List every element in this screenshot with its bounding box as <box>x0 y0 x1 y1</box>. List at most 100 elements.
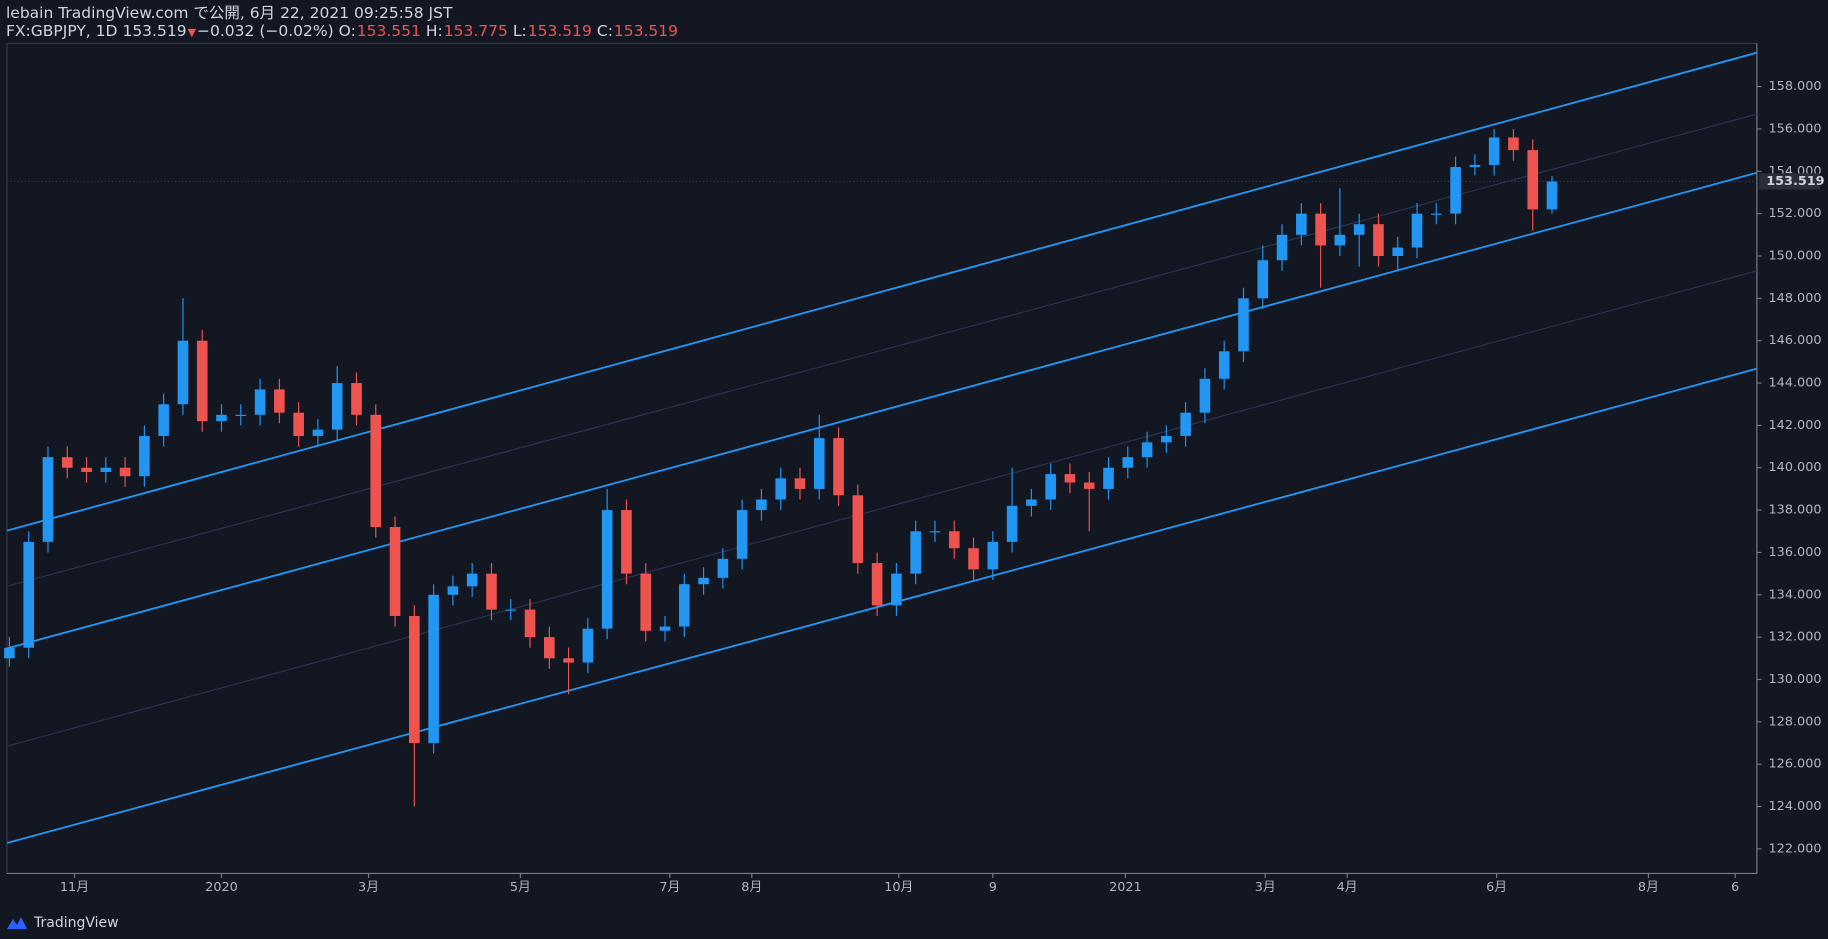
header-line-2: FX:GBPJPY, 1D 153.519▼−0.032 (−0.02%) O:15… <box>6 22 688 42</box>
candle-body <box>1218 351 1230 379</box>
candle-body <box>274 389 285 413</box>
candle-body <box>81 467 92 472</box>
candle-body <box>601 510 613 629</box>
x-tick-label: 2020 <box>205 880 238 895</box>
change: −0.032 (−0.02%) <box>197 22 334 40</box>
candle-body <box>61 457 73 468</box>
y-tick-label: 122.000 <box>1769 841 1822 856</box>
candle-body <box>1141 442 1153 458</box>
x-tick-label: 4月 <box>1337 880 1358 895</box>
candle-body <box>852 495 864 564</box>
candle-body <box>871 563 883 606</box>
y-tick-label: 142.000 <box>1769 418 1822 433</box>
candle-body <box>428 594 439 744</box>
y-tick-label: 146.000 <box>1769 333 1822 348</box>
y-tick-label: 128.000 <box>1769 714 1822 729</box>
candle-body <box>293 412 304 436</box>
candle-body <box>968 548 979 570</box>
candle-body <box>23 541 34 648</box>
candle-body <box>1026 499 1037 506</box>
y-tick-label: 152.000 <box>1769 206 1822 221</box>
candle-body <box>1508 137 1519 151</box>
ohlc-value: 153.551 <box>356 22 421 40</box>
candle-body <box>582 628 594 663</box>
y-tick-label: 150.000 <box>1769 248 1822 263</box>
last-price: 153.519 <box>122 22 187 40</box>
x-tick-label: 2021 <box>1109 880 1142 895</box>
down-arrow: ▼ <box>187 26 197 39</box>
candle-body <box>235 414 247 416</box>
candle-body <box>833 438 844 496</box>
candle-body <box>1527 150 1539 210</box>
candle-body <box>196 340 208 422</box>
candle-body <box>678 584 690 627</box>
candle-body <box>312 429 324 436</box>
y-tick-label: 144.000 <box>1769 376 1822 391</box>
candle-body <box>158 404 169 436</box>
candle-body <box>1276 234 1288 261</box>
x-tick-label: 9 <box>989 880 997 895</box>
candle-body <box>1180 412 1191 436</box>
candle-body <box>948 531 960 549</box>
header-line-1: lebain TradingView.com で公開, 6月 22, 2021 … <box>6 4 457 22</box>
y-tick-label: 158.000 <box>1769 79 1822 94</box>
ohlc-label: L: <box>512 22 527 40</box>
channel-line <box>6 270 1758 747</box>
candle-body <box>1122 457 1134 468</box>
candle-body <box>4 647 15 659</box>
candle-body <box>1161 435 1172 443</box>
candle-body <box>447 586 459 595</box>
candle-body <box>1373 224 1384 256</box>
candle-body <box>409 615 420 744</box>
candle-body <box>813 438 825 489</box>
candle-body <box>1353 224 1365 235</box>
candle-body <box>1238 298 1249 352</box>
candle-body <box>1083 482 1095 489</box>
candle-body <box>929 531 941 533</box>
candle-body <box>1296 213 1307 235</box>
candle-body <box>1546 181 1558 210</box>
candle-body <box>1469 164 1481 168</box>
x-tick-label: 8月 <box>1638 880 1659 895</box>
candle-body <box>177 340 189 405</box>
published: lebain TradingView.com で公開, 6月 22, 2021 … <box>6 4 453 22</box>
candle-body <box>1431 213 1442 215</box>
x-tick-label: 6 <box>1731 880 1739 895</box>
symbol: FX:GBPJPY, 1D <box>6 22 118 40</box>
candle-body <box>389 527 401 616</box>
candle-body <box>1103 467 1114 489</box>
candle-body <box>1450 167 1461 214</box>
channel-line <box>6 171 1758 650</box>
candle-body <box>640 573 652 631</box>
y-tick-label: 148.000 <box>1769 291 1822 306</box>
candle-body <box>756 499 767 511</box>
candle-body <box>1257 260 1269 299</box>
last-price-label: 153.519 <box>1766 174 1824 189</box>
candle-body <box>505 609 517 611</box>
y-tick-label: 156.000 <box>1769 121 1822 136</box>
candle-body <box>370 414 382 528</box>
candle-body <box>119 467 131 477</box>
candle-body <box>139 435 150 477</box>
candle-body <box>621 510 632 574</box>
ohlc: O:153.551 H:153.775 L:153.519 C:153.519 <box>339 22 683 40</box>
channel-line <box>6 51 1758 532</box>
candle-body <box>254 389 266 415</box>
candle-body <box>1392 247 1404 256</box>
x-tick-label: 11月 <box>60 880 89 895</box>
candle-body <box>1045 474 1056 500</box>
x-tick-label: 7月 <box>659 880 680 895</box>
candle-body <box>1411 213 1423 248</box>
candle-body <box>486 573 497 610</box>
y-tick-label: 126.000 <box>1769 757 1822 772</box>
candle-body <box>544 637 555 659</box>
candle-body <box>1334 234 1346 246</box>
candle-body <box>331 383 343 430</box>
candle-body <box>736 510 748 559</box>
candle-body <box>563 658 574 663</box>
ohlc-label: O: <box>338 22 356 40</box>
y-tick-label: 134.000 <box>1769 587 1822 602</box>
x-tick-label: 10月 <box>884 880 913 895</box>
candle-body <box>1315 213 1326 246</box>
